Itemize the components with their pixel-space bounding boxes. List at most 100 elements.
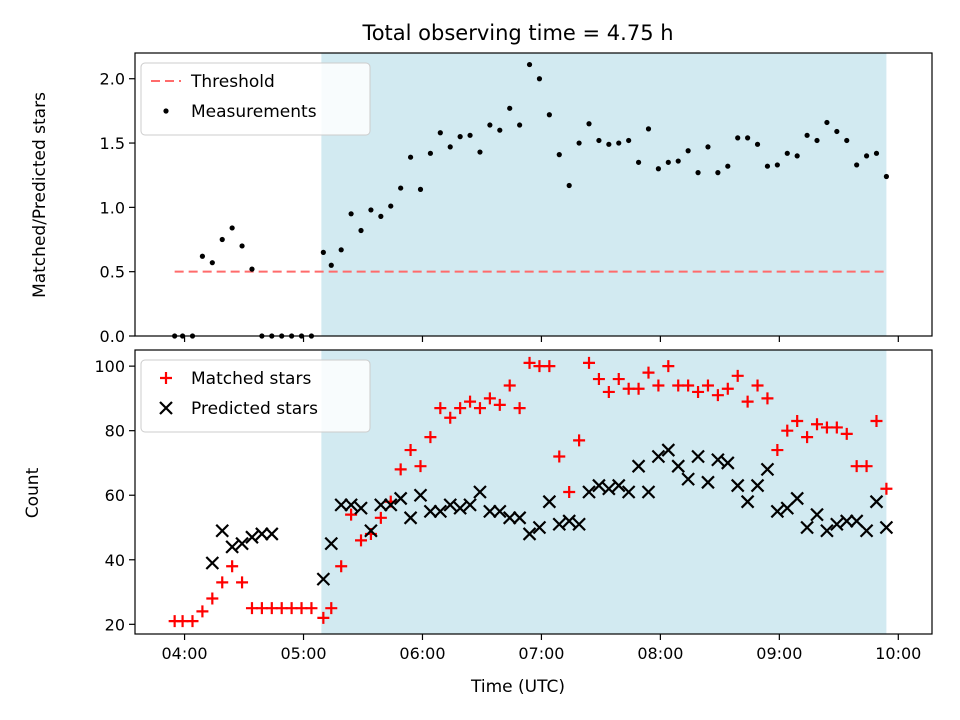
matched-point	[652, 379, 665, 392]
matched-point	[830, 421, 843, 434]
predicted-point	[671, 459, 686, 473]
x-tick-label: 07:00	[518, 644, 564, 663]
predicted-point	[552, 517, 567, 532]
predicted-point	[611, 478, 626, 493]
y-tick-label: 100	[94, 357, 125, 376]
predicted-point	[760, 462, 775, 477]
x-tick-label: 06:00	[399, 644, 445, 663]
predicted-point	[800, 520, 814, 535]
measurement-point	[616, 140, 622, 146]
predicted-point	[393, 491, 408, 506]
predicted-point	[661, 443, 676, 457]
matched-point	[355, 534, 368, 547]
matched-point	[464, 395, 477, 408]
predicted-point	[592, 478, 606, 493]
measurement-point	[546, 112, 552, 118]
measurement-point	[725, 163, 731, 169]
measurement-point	[745, 135, 751, 141]
predicted-point	[572, 517, 586, 532]
measurement-point	[685, 148, 691, 154]
measurement-point	[635, 159, 642, 165]
measurement-point	[437, 130, 443, 136]
matched-point	[523, 356, 536, 369]
top-panel: Matched/Predicted stars 0.0 0.5 1.0 1.5 2.0 T…	[30, 52, 933, 346]
predicted-point	[453, 501, 467, 515]
predicted-point	[839, 514, 854, 528]
y-tick-label: 80	[105, 422, 125, 441]
measurement-point	[328, 262, 334, 268]
predicted-point	[512, 511, 527, 525]
measurement-point	[596, 137, 602, 144]
y-tick-label: 0.0	[100, 327, 125, 346]
predicted-point	[740, 494, 755, 509]
matched-point	[543, 360, 556, 373]
matched-point	[840, 427, 853, 440]
predicted-point	[215, 523, 230, 538]
measurement-point	[576, 140, 582, 146]
measurement-point	[774, 162, 780, 168]
matched-point	[424, 431, 437, 444]
measurement-point	[824, 119, 830, 126]
matched-point	[692, 385, 705, 398]
matched-point	[682, 379, 695, 392]
bottom-y-axis-label: Count	[23, 467, 43, 518]
matched-point	[473, 402, 486, 415]
measurement-point	[477, 149, 483, 155]
measurement-point	[388, 203, 394, 209]
legend-predicted-swatch	[159, 401, 173, 415]
predicted-point	[820, 523, 834, 538]
matched-point	[751, 379, 764, 392]
matched-point	[483, 392, 496, 405]
predicted-point	[721, 456, 735, 470]
matched-point	[186, 615, 199, 628]
measurement-point	[655, 166, 662, 172]
measurement-point	[665, 159, 671, 165]
measurement-point	[536, 76, 543, 82]
predicted-point	[701, 475, 715, 490]
predicted-point	[245, 530, 259, 544]
matched-point	[236, 576, 249, 589]
measurement-point	[705, 144, 711, 150]
predicted-point	[602, 481, 616, 496]
x-tick-label: 04:00	[162, 644, 208, 663]
measurement-point	[715, 170, 721, 176]
measurement-point	[834, 128, 840, 135]
predicted-point	[750, 478, 765, 493]
matched-point	[374, 511, 387, 524]
predicted-point	[790, 491, 804, 506]
measurement-point	[814, 137, 820, 144]
matched-point	[513, 402, 526, 415]
measurement-point	[754, 141, 761, 147]
predicted-point	[334, 498, 348, 512]
matched-point	[880, 482, 893, 495]
matched-point	[870, 415, 883, 427]
predicted-point	[532, 520, 547, 535]
measurement-point	[219, 236, 225, 243]
measurement-point	[338, 247, 344, 253]
matched-point	[731, 369, 744, 382]
measurement-point	[606, 141, 612, 147]
predicted-point	[493, 504, 507, 519]
matched-point	[434, 402, 447, 415]
predicted-point	[383, 498, 398, 512]
predicted-point	[235, 536, 249, 551]
predicted-point	[522, 527, 537, 541]
predicted-point	[641, 485, 656, 499]
matched-point	[394, 463, 407, 476]
predicted-point	[265, 527, 279, 541]
predicted-point	[433, 504, 448, 519]
measurement-point	[407, 154, 414, 160]
predicted-point	[582, 485, 596, 499]
legend-label: Predicted stars	[191, 399, 318, 419]
predicted-point	[255, 527, 269, 541]
measurement-point	[368, 207, 374, 213]
y-tick-label: 0.5	[100, 263, 125, 282]
matched-point	[860, 460, 873, 473]
x-tick-label: 09:00	[756, 644, 802, 663]
measurement-point	[487, 122, 493, 128]
matched-point	[632, 382, 645, 395]
matched-point	[771, 444, 784, 457]
predicted-point	[681, 472, 695, 486]
matched-point	[226, 560, 239, 573]
measurement-point	[427, 150, 434, 156]
